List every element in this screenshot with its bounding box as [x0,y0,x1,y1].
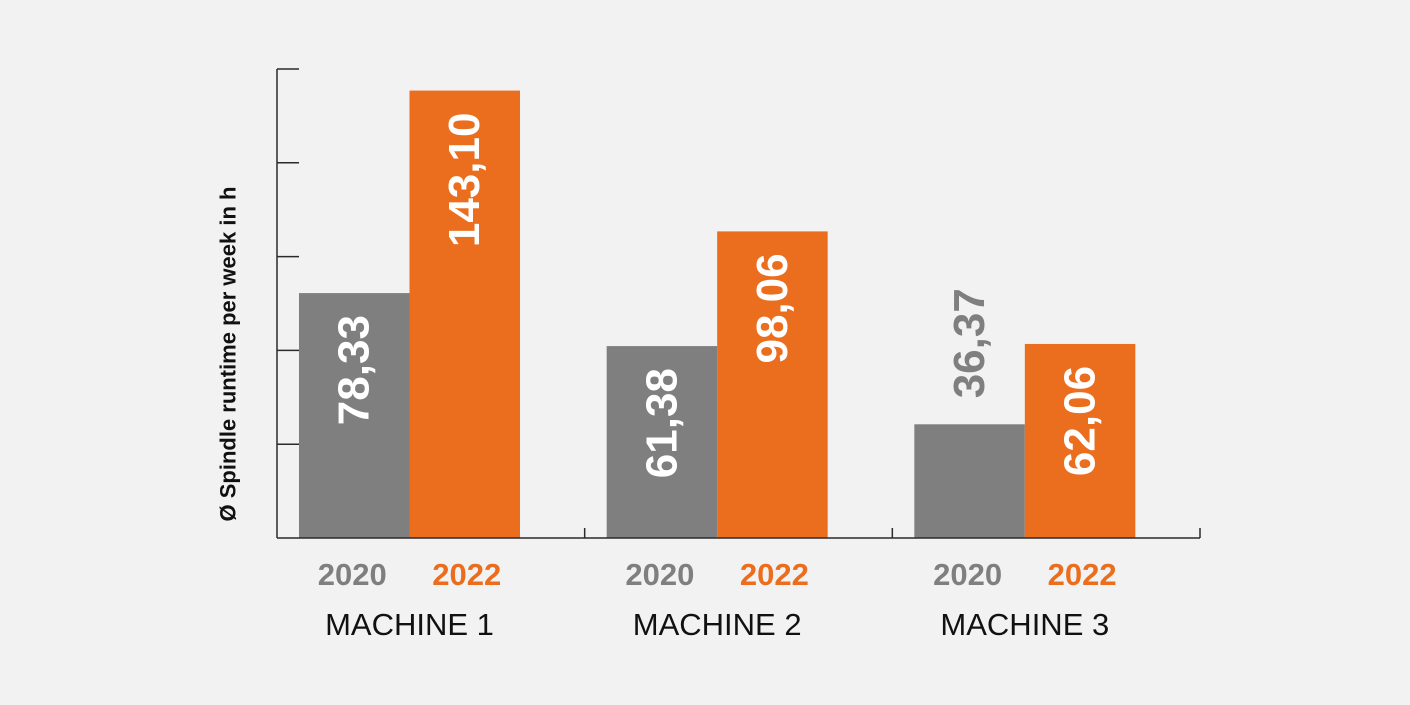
bar-2022-machine-3 [1024,343,1136,538]
data-label-2020-machine-2: 61,38 [637,368,686,478]
data-label-2020-machine-1: 78,33 [330,315,379,425]
y-ticks-group [277,68,1201,538]
series-label-2020-machine-3: 2020 [933,557,1002,592]
bar-2020-machine-3 [914,424,1025,538]
bar-2020-machine-2 [606,346,718,538]
series-label-2020-machine-1: 2020 [318,557,387,592]
y-axis-label: Ø Spindle runtime per week in h [216,187,241,522]
data-label-2022-machine-2: 98,06 [748,253,797,363]
data-label-2020-machine-3: 36,37 [945,288,994,398]
series-label-2022-machine-2: 2022 [740,557,809,592]
bar-2022-machine-2 [717,231,828,539]
category-label-machine-3: MACHINE 3 [940,607,1109,642]
series-label-2022-machine-3: 2022 [1048,557,1117,592]
category-label-machine-2: MACHINE 2 [633,607,802,642]
bar-2022-machine-1 [409,90,520,538]
data-label-2022-machine-1: 143,10 [440,113,489,248]
series-label-2020-machine-2: 2020 [625,557,694,592]
bar-2020-machine-1 [299,293,410,538]
bars-group [299,90,1136,539]
series-label-2022-machine-1: 2022 [432,557,501,592]
data-label-2022-machine-3: 62,06 [1056,366,1105,476]
category-label-machine-1: MACHINE 1 [325,607,494,642]
labels-group: 78,33 2020 143,10 2022 MACHINE 1 61,38 2020 98,… [318,113,1117,642]
axes-group [276,69,1200,539]
